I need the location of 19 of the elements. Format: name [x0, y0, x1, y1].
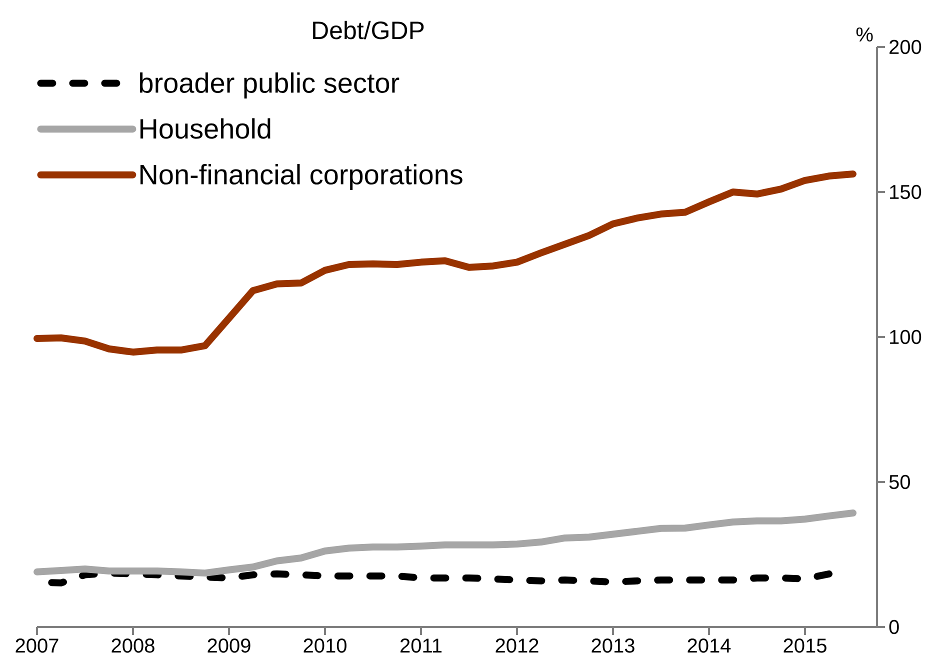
- x-tick-label: 2011: [400, 638, 442, 653]
- x-tick-label: 2009: [208, 638, 250, 653]
- legend-label: Household: [140, 118, 270, 139]
- x-tick-label: 2007: [16, 638, 58, 653]
- x-tick-label: 2012: [496, 638, 538, 653]
- x-tick-label: 2008: [112, 638, 154, 653]
- legend-label: Non-financial corporations: [140, 164, 462, 190]
- legend-label: broader public sector: [140, 72, 400, 98]
- y-tick-label: 0: [889, 620, 899, 634]
- y-tick-label: 150: [890, 184, 922, 200]
- y-tick-label: 200: [890, 40, 922, 54]
- x-tick-label: 2010: [304, 638, 346, 653]
- x-tick-label: 2015: [784, 638, 826, 653]
- chart-title: Debt/GDP: [313, 20, 424, 40]
- x-tick-label: 2014: [688, 638, 731, 653]
- x-tick-label: 2013: [592, 638, 634, 653]
- y-tick-label: 100: [890, 330, 922, 344]
- y-axis-title: %: [856, 27, 873, 42]
- y-tick-label: 50: [889, 474, 910, 490]
